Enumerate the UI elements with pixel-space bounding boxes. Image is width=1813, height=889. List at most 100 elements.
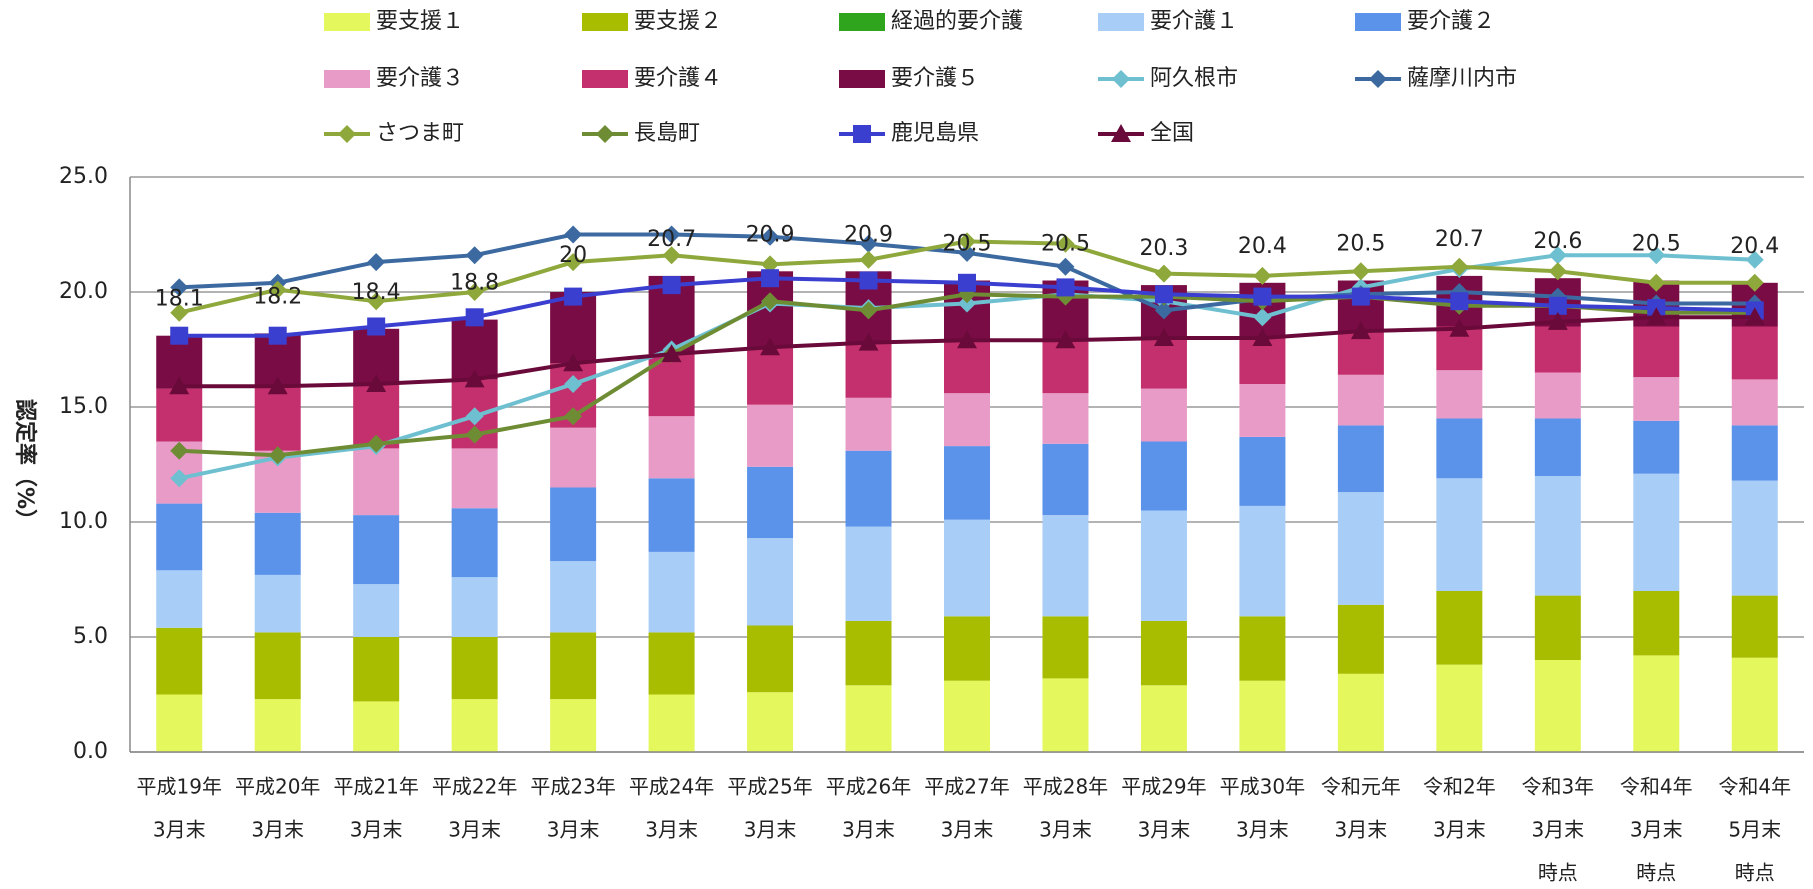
line-marker xyxy=(958,243,976,262)
bar-segment xyxy=(353,584,400,637)
bar-segment xyxy=(550,632,597,700)
line-marker xyxy=(859,234,878,253)
line-marker xyxy=(661,344,682,363)
x-tick-label: 平成19年 xyxy=(137,775,222,799)
line-marker xyxy=(367,253,386,272)
x-tick-label: 3月末 xyxy=(547,818,600,842)
data-label: 18.2 xyxy=(253,284,302,309)
bar-segment xyxy=(1140,338,1187,389)
bar-segment xyxy=(156,627,203,695)
y-tick-label: 15.0 xyxy=(59,394,108,419)
bar-segment xyxy=(845,450,892,527)
bar-segment xyxy=(1337,425,1384,493)
data-label: 20.6 xyxy=(1533,229,1582,254)
line-marker xyxy=(1154,301,1173,320)
bar-segment xyxy=(1731,425,1778,481)
line-marker xyxy=(1056,278,1075,297)
bar-segment xyxy=(451,699,498,752)
bar-segment xyxy=(1140,441,1187,511)
bar-segment xyxy=(1633,591,1680,656)
bar-segment xyxy=(1436,664,1483,752)
bar-segment xyxy=(747,625,794,693)
x-tick-label: 5月末 xyxy=(1728,818,1781,842)
line-marker xyxy=(170,303,189,322)
line-marker xyxy=(859,271,878,290)
line-marker xyxy=(564,407,583,426)
x-tick-label: 平成22年 xyxy=(432,775,517,799)
x-tick-label: 令和2年 xyxy=(1423,775,1496,799)
legend-label: 阿久根市 xyxy=(1150,66,1238,91)
line-marker xyxy=(169,376,190,395)
data-label: 20.5 xyxy=(943,232,992,257)
data-label: 20.5 xyxy=(1632,232,1681,257)
bar-segment xyxy=(254,386,301,451)
data-label: 20.9 xyxy=(746,222,795,247)
bar-segment xyxy=(648,416,695,479)
line-marker xyxy=(465,283,484,301)
legend-label: 要介護２ xyxy=(1407,9,1495,34)
bar-segment xyxy=(1042,678,1089,752)
x-tick-label: 3月末 xyxy=(350,818,403,842)
x-tick-label: 平成27年 xyxy=(924,775,1009,799)
legend-label: 全国 xyxy=(1150,121,1194,146)
line-marker xyxy=(1153,328,1174,346)
data-label: 18.4 xyxy=(352,280,401,305)
legend-marker xyxy=(1112,70,1130,88)
line-marker xyxy=(367,317,386,336)
line-marker xyxy=(1351,287,1370,306)
x-tick-label: 令和4年 xyxy=(1620,775,1693,799)
bar-segment xyxy=(747,466,794,539)
line-marker xyxy=(564,375,583,393)
bar-segment xyxy=(1731,480,1778,596)
bar-segment xyxy=(1337,374,1384,426)
bar-segment xyxy=(845,342,892,398)
bar-segment xyxy=(550,699,597,752)
legend-label: 長島町 xyxy=(634,121,700,146)
bar-segment xyxy=(1436,370,1483,419)
bar-segment xyxy=(254,512,301,575)
data-label: 20.7 xyxy=(647,227,696,252)
line-marker xyxy=(1745,250,1764,269)
bar-segment xyxy=(845,620,892,686)
x-tick-label: 3月末 xyxy=(1039,818,1092,842)
bar-segment xyxy=(648,632,695,695)
bar-segment xyxy=(1140,510,1187,621)
x-tick-label: 3月末 xyxy=(1335,818,1388,842)
line-marker xyxy=(859,250,878,269)
bar-segment xyxy=(1534,326,1581,373)
line-marker xyxy=(662,276,681,295)
line-marker xyxy=(564,287,583,306)
x-tick-label: 3月末 xyxy=(1138,818,1191,842)
bar-segment xyxy=(254,632,301,700)
line-marker xyxy=(1548,296,1567,315)
bar-segment xyxy=(1436,478,1483,591)
bar-segment xyxy=(1042,340,1089,394)
legend-swatch xyxy=(1098,13,1144,31)
x-tick-label: 平成25年 xyxy=(727,775,812,799)
legend-label: 薩摩川内市 xyxy=(1407,66,1517,91)
legend-label: 要介護１ xyxy=(1150,9,1238,34)
line-marker xyxy=(1351,262,1370,281)
data-label: 18.1 xyxy=(155,287,204,312)
line-marker xyxy=(958,273,976,292)
bar-segment xyxy=(1731,326,1778,380)
bar-segment xyxy=(845,397,892,451)
x-tick-label: 平成26年 xyxy=(826,775,911,799)
bar-segment xyxy=(1731,379,1778,426)
x-tick-label: 3月末 xyxy=(1236,818,1289,842)
x-tick-label: 平成23年 xyxy=(530,775,615,799)
line-marker xyxy=(1450,257,1469,276)
bar-segment xyxy=(353,637,400,702)
x-tick-label: 3月末 xyxy=(153,818,206,842)
bar-segment xyxy=(944,340,990,394)
x-tick-label: 令和元年 xyxy=(1321,775,1401,799)
data-label: 18.8 xyxy=(450,271,499,296)
line-marker xyxy=(1647,273,1666,292)
y-tick-label: 10.0 xyxy=(59,509,108,534)
bar-segment xyxy=(747,538,794,626)
line-marker xyxy=(1450,292,1469,311)
line-marker xyxy=(170,469,189,488)
bar-segment xyxy=(1042,393,1089,444)
line-marker xyxy=(859,301,878,320)
